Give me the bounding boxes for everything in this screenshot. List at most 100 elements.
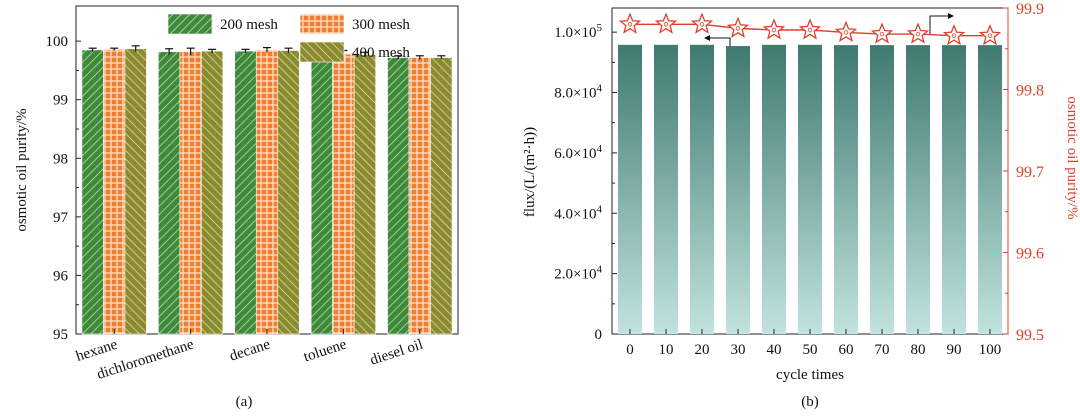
panel-b-purity-point-center (807, 27, 813, 33)
panel-b-y-tick-mantissa: 2.0×10 (554, 267, 596, 283)
panel-b-y-tick-mantissa: 6.0×10 (554, 146, 596, 162)
panel-b-y-tick-mantissa: 0 (595, 327, 603, 343)
panel-b-y-tick-exponent: 5 (597, 22, 603, 34)
panel-b-y-tick-label: 0 (595, 327, 603, 343)
panel-a-bar (387, 57, 410, 335)
panel-b-purity-point (978, 23, 1002, 46)
panel-b-purity-point-center (879, 31, 885, 37)
panel-b-x-label: cycle times (776, 367, 844, 383)
panel-b-purity-point-center (987, 33, 993, 38)
panel-a-label: (a) (236, 394, 253, 410)
panel-a-legend: 200 mesh 300 mesh 400 mesh (167, 13, 410, 63)
panel-a-bar (277, 50, 300, 335)
panel-b-axis-arrows (704, 13, 954, 46)
panel-b-y-tick-mantissa: 1.0×10 (554, 25, 596, 41)
panel-a-legend-swatch (299, 13, 345, 35)
panel-b-y-tick-label: 2.0×104 (554, 264, 602, 283)
panel-a-bar (332, 53, 355, 335)
panel-b-y-label: flux/(L/(m²·h)) (522, 127, 538, 217)
panel-b-flux-bar (618, 44, 642, 334)
panel-a-bar (201, 50, 224, 335)
panel-b-x-tick-label: 0 (626, 342, 634, 358)
panel-b-purity-point (906, 22, 930, 44)
panel-b-x-tick-label: 30 (731, 342, 746, 358)
panel-b-x-tick-label: 80 (911, 342, 926, 358)
panel-b-purity-point (618, 12, 642, 34)
panel-b-purity-point-center (735, 26, 741, 31)
panel-b-purity-point-center (771, 27, 777, 33)
panel-a-bar (310, 54, 333, 335)
panel-a-x-tick-label: diesel oil (368, 337, 425, 369)
panel-a-y-tick-label: 97 (53, 210, 69, 226)
panel-a-bars (81, 45, 453, 335)
panel-b-purity-point (942, 23, 966, 46)
panel-b-x-labels: 0 10 20 30 40 50 60 70 80 90 100 (626, 329, 1001, 358)
panel-a-x-tick-label: toluene (302, 336, 349, 365)
panel-b-purity-point (870, 22, 894, 44)
panel-b-x-tick-label: 60 (839, 342, 854, 358)
panel-a-bar (430, 57, 453, 335)
panel-b-flux-bar (834, 45, 858, 334)
panel-a-y-tick-label: 100 (46, 34, 69, 50)
panel-b-y2-tick-label: 99.5 (1016, 327, 1044, 344)
panel-b-purity-point-center (699, 22, 705, 27)
panel-a-bar (81, 49, 104, 335)
panel-b-y-tick-label: 6.0×104 (554, 143, 602, 162)
panel-a-bar (255, 49, 279, 335)
panel-b-y-tick-label: 4.0×104 (554, 203, 602, 222)
panel-a-bar (353, 54, 376, 335)
panel-a-y-tick-label: 98 (53, 151, 68, 167)
panel-b-purity-point (798, 18, 822, 40)
panel-a-y-tick-label: 96 (53, 268, 69, 284)
panel-b-purity-point (762, 18, 786, 40)
panel-b-purity-line (618, 12, 1002, 46)
panel-b-purity-point-center (915, 31, 921, 37)
left-axis-arrowhead (704, 35, 710, 41)
panel-a-x-tick-label: decane (228, 336, 273, 364)
panel-b-flux-bar (654, 44, 678, 334)
panel-a-bar (103, 49, 126, 335)
panel-a-x-tick-label: hexane (74, 336, 120, 364)
panel-b-y2-tick-label: 99.9 (1016, 1, 1044, 18)
panel-a-legend-label: 200 mesh (220, 17, 278, 33)
panel-b-y-tick-label: 1.0×105 (554, 22, 602, 41)
panel-a-legend-label: 300 mesh (352, 17, 410, 33)
panel-b-purity-point-center (663, 22, 669, 27)
panel-b-y2-tick-label: 99.6 (1016, 246, 1044, 263)
panel-b-purity-point (654, 12, 678, 34)
panel-b-label: (b) (801, 394, 819, 410)
panel-b-x-tick-label: 20 (695, 342, 710, 358)
panel-b-x-tick-label: 40 (767, 342, 782, 358)
panel-b-x-tick-label: 90 (947, 342, 962, 358)
panel-a-legend-label: 400 mesh (352, 45, 410, 61)
panel-b-flux-bar (690, 44, 714, 334)
panel-b-flux-bar (726, 46, 750, 335)
panel-b-flux-bar (942, 45, 966, 334)
panel-b-x-tick-label: 100 (979, 342, 1002, 358)
panel-a-bar (234, 50, 257, 335)
panel-b-purity-point-center (951, 33, 957, 38)
panel-a-legend-swatch (299, 41, 345, 63)
panel-b-y-tick-exponent: 4 (597, 203, 603, 215)
panel-a-y-label: osmotic oil purity/% (14, 108, 30, 231)
panel-b-flux-bar (870, 45, 894, 334)
panel-b-x-tick-label: 70 (875, 342, 890, 358)
panel-a-bar (158, 51, 181, 335)
panel-b-y-tick-mantissa: 4.0×10 (554, 206, 596, 222)
panel-b-y-tick-exponent: 4 (597, 264, 603, 276)
panel-a-y-ticks: 95 96 97 98 99 100 (46, 34, 81, 343)
panel-a-bar (124, 48, 147, 335)
right-axis-arrow (929, 15, 952, 34)
panel-b-purity-point-center (843, 30, 849, 35)
left-axis-arrow (706, 37, 731, 46)
panel-b-purity-point-center (627, 22, 633, 27)
right-axis-arrowhead (948, 13, 954, 19)
panel-b-flux-bar (798, 44, 822, 334)
panel-b-y-tick-mantissa: 8.0×10 (554, 86, 596, 102)
panel-b-y2-tick-label: 99.8 (1016, 83, 1044, 100)
panel-b-flux-bar (978, 45, 1002, 334)
